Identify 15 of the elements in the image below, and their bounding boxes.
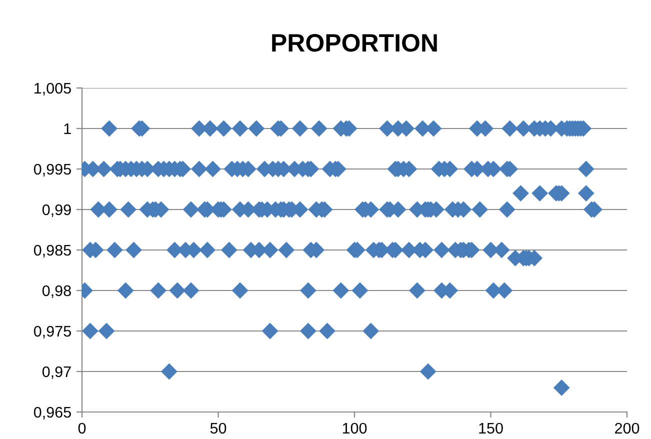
y-tick-label: 0,99 <box>42 204 71 217</box>
y-tick-label: 0,995 <box>34 164 71 176</box>
x-tick-label: 150 <box>479 422 503 434</box>
y-tick-label: 0,965 <box>34 406 71 420</box>
x-tick-label: 200 <box>615 422 640 434</box>
y-tick-label: 1,005 <box>34 82 71 96</box>
x-tick-label: 100 <box>342 422 367 434</box>
x-tick-label: 0 <box>78 422 86 434</box>
chart-title: PROPORTION <box>272 34 437 52</box>
y-tick-label: 0,98 <box>42 285 71 298</box>
x-tick-label: 50 <box>210 422 226 434</box>
y-tick-label: 0,97 <box>42 366 71 379</box>
y-tick-label: 1 <box>64 124 71 134</box>
y-tick-label: 0,975 <box>34 326 71 338</box>
y-tick-label: 0,985 <box>34 244 71 258</box>
